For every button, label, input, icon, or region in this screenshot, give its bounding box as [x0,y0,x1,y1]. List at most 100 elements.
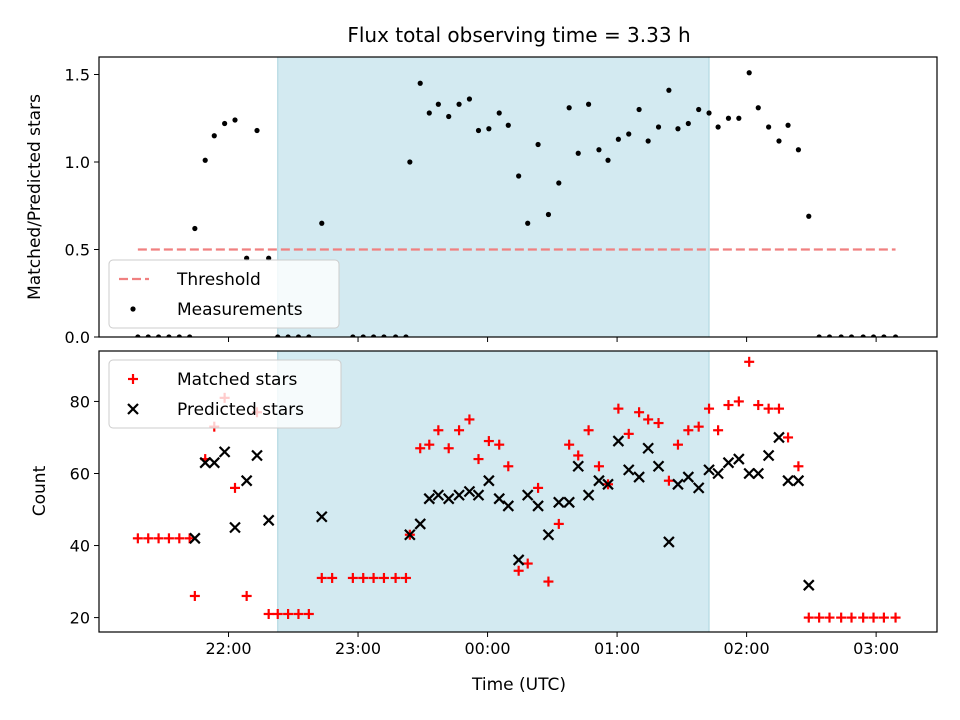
data-point [155,334,162,337]
data-point [706,110,712,116]
plot-area [132,356,901,623]
data-point [682,471,695,483]
marker-stroke [512,554,525,566]
data-point [505,122,511,128]
data-point [393,334,399,337]
data-point [466,96,473,102]
marker-stroke [127,403,139,415]
data-point [563,496,575,509]
data-point [816,334,822,337]
data-point [782,474,794,487]
observing-window-span [277,56,710,338]
marker-stroke [722,456,735,469]
data-point [612,435,625,447]
data-point [432,489,445,501]
data-point [846,612,857,623]
axes-frame [98,350,938,633]
data-point [663,536,675,548]
data-point [415,443,426,454]
plot-area [135,70,899,337]
data-point [513,565,524,576]
data-point [573,450,584,461]
data-point [424,439,435,450]
marker-stroke [542,528,555,541]
data-point [174,533,185,544]
marker-stroke [483,474,495,487]
data-point [878,612,889,623]
data-point [358,572,369,583]
data-point [685,120,691,127]
data-point [192,225,198,232]
data-point [836,612,847,623]
data-point [814,612,825,623]
data-point [858,612,869,623]
data-point [623,428,634,439]
x-tick-label: 02:00 [724,639,770,658]
x-tick-label: 22:00 [205,639,251,658]
data-point [785,122,791,128]
data-point [347,572,358,583]
marker-stroke [472,489,485,501]
data-point [593,461,604,472]
data-point [653,418,664,429]
marker-stroke [792,474,805,487]
data-point [890,612,901,623]
data-point [675,126,681,132]
data-point [241,590,252,601]
data-point [892,334,899,337]
marker-stroke [199,456,211,469]
data-point [753,400,764,411]
marker-stroke [703,464,715,476]
marker-stroke [782,474,794,487]
data-point [744,356,755,367]
data-point [275,334,281,337]
data-point [483,436,494,447]
marker-stroke [553,496,565,509]
marker-stroke [251,449,263,462]
data-point [303,608,314,619]
data-point [390,572,401,583]
data-point [132,533,143,544]
legend-marker [127,403,139,415]
data-point [199,456,211,469]
marker-stroke [612,435,625,447]
legend-box [108,259,340,329]
ratio-panel: 0.0 0.5 1.0 1.5 Threshold Measurements [65,56,938,347]
marker-stroke [432,489,445,501]
data-point [704,403,715,414]
marker-stroke [642,442,654,455]
data-point [733,453,745,465]
data-point [378,572,389,583]
data-point [187,334,193,337]
data-point [535,141,541,148]
data-point [773,431,785,444]
data-point [652,460,665,473]
x-axis-label: Time (UTC) [471,675,566,695]
data-point [254,127,260,134]
data-point [634,407,645,418]
data-point [403,334,409,337]
data-point [222,120,228,127]
data-point [566,105,572,111]
legend: Matched stars Predicted stars [108,359,342,429]
data-point [464,414,475,425]
data-point [135,334,141,337]
marker-stroke [315,510,328,523]
data-point [672,478,684,491]
data-point [229,482,240,493]
data-point [733,396,744,407]
data-point [795,147,802,153]
data-point [381,334,387,337]
data-point [370,334,377,337]
data-point [703,464,715,476]
data-point [602,478,614,491]
x-tick-label: 01:00 [594,639,640,658]
y-tick-label: 1.0 [65,153,90,172]
data-point [316,572,327,583]
data-point [232,117,238,123]
data-point [553,496,565,509]
data-point [870,334,877,337]
data-point [572,460,585,473]
data-point [793,461,804,472]
series-matched-stars [132,356,901,623]
